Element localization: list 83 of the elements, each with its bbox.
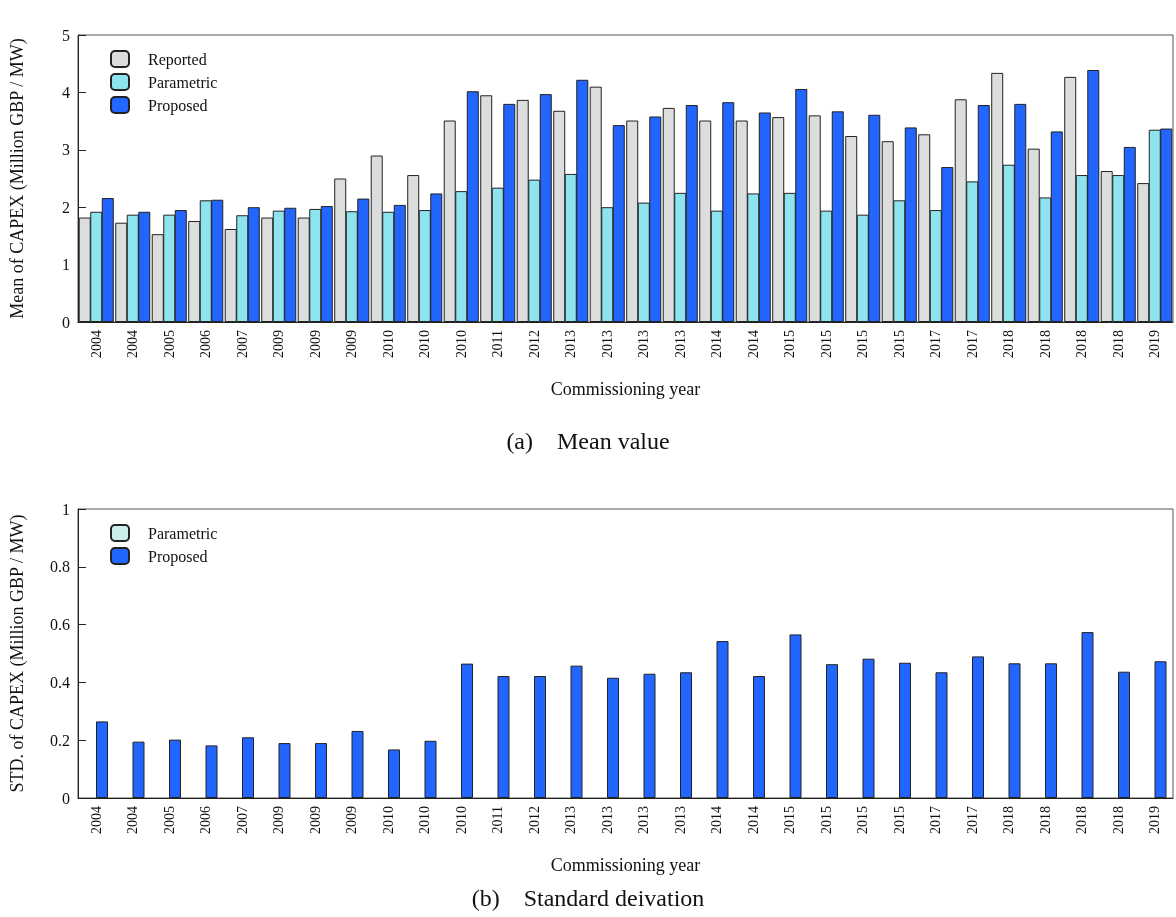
x-tick-label: 2006: [198, 330, 214, 358]
y-tick-label: 2: [62, 198, 70, 216]
legend-label: Parametric: [148, 73, 218, 91]
x-tick-label: 2015: [891, 806, 907, 834]
y-tick-label: 4: [62, 83, 70, 101]
x-tick-label: 2015: [855, 330, 871, 358]
x-tick-label: 2010: [417, 330, 433, 358]
x-tick-label: 2019: [1147, 806, 1163, 834]
y-tick-label: 3: [62, 141, 70, 159]
x-tick-label: 2014: [709, 806, 725, 834]
x-tick-label: 2009: [344, 330, 360, 358]
x-tick-label: 2018: [1074, 330, 1090, 358]
x-tick-label: 2018: [1001, 330, 1017, 358]
x-tick-label: 2013: [672, 806, 688, 834]
x-tick-label: 2019: [1147, 330, 1163, 358]
x-tick-label: 2013: [636, 330, 652, 358]
x-tick-label: 2010: [380, 806, 396, 834]
legend-label: Proposed: [148, 96, 208, 115]
x-tick-label: 2013: [636, 806, 652, 834]
x-tick-label: 2009: [271, 806, 287, 834]
text: (b) Standard deivation: [471, 885, 705, 911]
y-axis-title: Mean of CAPEX (Million GBP / MW): [7, 38, 28, 319]
x-tick-label: 2017: [928, 330, 944, 358]
x-tick-label: 2018: [1037, 330, 1053, 358]
y-tick-label: 1: [62, 500, 70, 518]
x-tick-label: 2013: [672, 330, 688, 358]
y-tick-label: 0.2: [50, 731, 70, 749]
x-tick-label: 2012: [526, 330, 542, 358]
y-tick-label: 0: [62, 313, 70, 331]
x-tick-label: 2010: [380, 330, 396, 358]
x-tick-label: 2018: [1074, 806, 1090, 834]
x-tick-label: 2005: [161, 806, 177, 834]
x-axis-title: Commissioning year: [550, 379, 701, 399]
x-tick-label: 2013: [599, 806, 615, 834]
x-tick-label: 2015: [855, 806, 871, 834]
y-tick-label: 0: [62, 789, 70, 807]
x-tick-label: 2004: [125, 330, 141, 358]
x-tick-label: 2015: [891, 330, 907, 358]
x-tick-label: 2017: [928, 806, 944, 834]
x-tick-label: 2009: [307, 806, 323, 834]
x-tick-label: 2018: [1110, 330, 1126, 358]
x-tick-label: 2010: [453, 330, 469, 358]
x-tick-label: 2015: [818, 330, 834, 358]
x-tick-label: 2014: [709, 330, 725, 358]
legend-label: Proposed: [148, 547, 208, 566]
x-tick-label: 2015: [818, 806, 834, 834]
x-tick-label: 2007: [234, 330, 250, 358]
y-tick-label: 0.4: [50, 673, 70, 691]
x-tick-label: 2018: [1110, 806, 1126, 834]
x-tick-label: 2014: [745, 330, 761, 358]
x-tick-label: 2004: [125, 806, 141, 834]
x-tick-label: 2014: [745, 806, 761, 834]
x-tick-label: 2006: [198, 806, 214, 834]
y-axis-title: STD. of CAPEX (Million GBP / MW): [7, 514, 28, 793]
x-tick-label: 2009: [271, 330, 287, 358]
legend-label: Parametric: [148, 524, 218, 542]
legend-label: Reported: [148, 50, 207, 69]
y-tick-label: 1: [62, 256, 70, 274]
x-tick-label: 2013: [563, 330, 579, 358]
x-tick-label: 2018: [1001, 806, 1017, 834]
x-tick-label: 2013: [563, 806, 579, 834]
text: (a) Mean value: [506, 428, 670, 454]
y-tick-label: 0.8: [50, 558, 70, 576]
x-tick-label: 2017: [964, 806, 980, 834]
x-tick-label: 2010: [417, 806, 433, 834]
y-tick-label: 0.6: [50, 616, 70, 634]
x-axis-title: Commissioning year: [550, 855, 701, 875]
x-tick-label: 2005: [161, 330, 177, 358]
x-tick-label: 2011: [490, 806, 506, 834]
x-tick-label: 2009: [344, 806, 360, 834]
x-tick-label: 2013: [599, 330, 615, 358]
x-tick-label: 2015: [782, 330, 798, 358]
x-tick-label: 2012: [526, 806, 542, 834]
x-tick-label: 2004: [88, 330, 104, 358]
x-tick-label: 2004: [88, 806, 104, 834]
x-tick-label: 2017: [964, 330, 980, 358]
y-tick-label: 5: [62, 26, 70, 44]
x-tick-label: 2007: [234, 806, 250, 834]
x-tick-label: 2018: [1037, 806, 1053, 834]
x-tick-label: 2015: [782, 806, 798, 834]
x-tick-label: 2009: [307, 330, 323, 358]
x-tick-label: 2011: [490, 330, 506, 358]
x-tick-label: 2010: [453, 806, 469, 834]
